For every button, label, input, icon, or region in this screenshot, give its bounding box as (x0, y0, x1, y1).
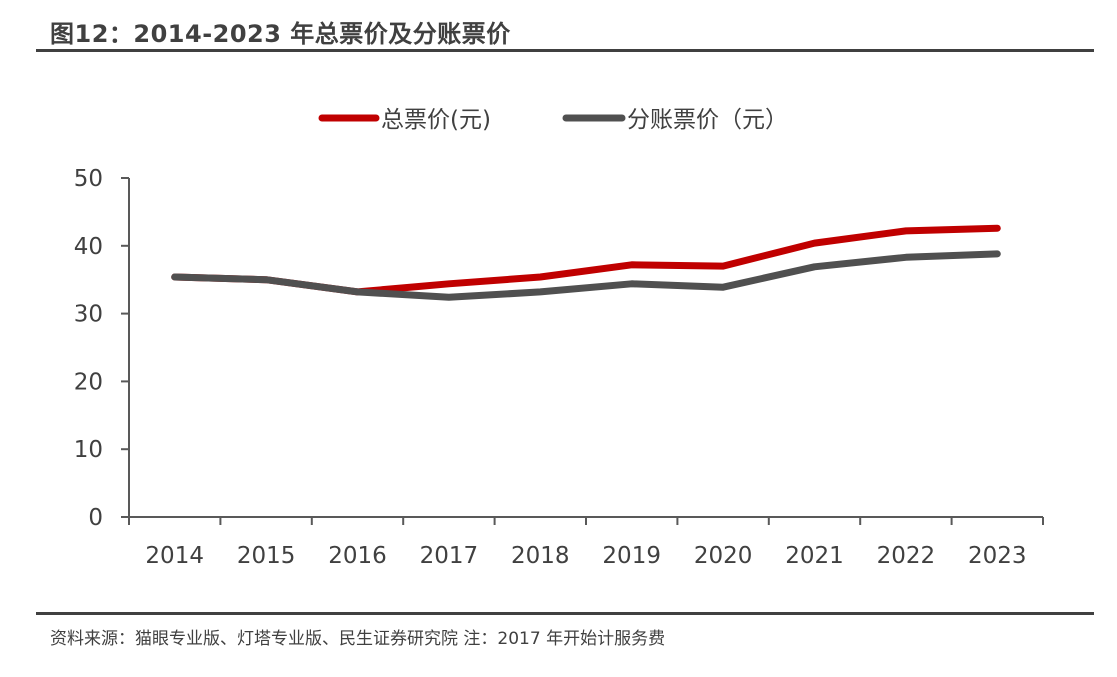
legend-label-total-price: 总票价(元) (381, 107, 491, 133)
source-note: 资料来源：猫眼专业版、灯塔专业版、民生证券研究院 注：2017 年开始计服务费 (50, 629, 666, 649)
y-tick-label: 30 (74, 302, 103, 328)
legend-label-split-price: 分账票价（元） (627, 107, 788, 133)
x-tick-label: 2014 (145, 543, 204, 569)
legend: 总票价(元) 分账票价（元） (318, 107, 788, 133)
x-tick-label: 2020 (694, 543, 753, 569)
y-tick-label: 50 (74, 166, 103, 192)
y-tick-label: 40 (74, 234, 103, 260)
footer-divider (36, 612, 1094, 615)
figure-title: 图12：2014-2023 年总票价及分账票价 (50, 20, 511, 48)
y-tick-label: 0 (88, 505, 103, 531)
title-divider (36, 49, 1094, 52)
x-tick-label: 2015 (237, 543, 296, 569)
x-tick-label: 2022 (877, 543, 936, 569)
axes: 0 10 20 30 40 50 2014 2015 2016 2017 2018 2019 2020 2… (74, 166, 1044, 569)
x-tick-label: 2019 (602, 543, 661, 569)
y-tick-label: 20 (74, 369, 103, 395)
series-line-split-price (171, 250, 1001, 301)
series-lines (171, 224, 1001, 301)
x-tick-label: 2017 (420, 543, 479, 569)
x-tick-label: 2021 (785, 543, 844, 569)
x-tick-label: 2018 (511, 543, 570, 569)
x-tick-label: 2016 (328, 543, 387, 569)
x-tick-label: 2023 (968, 543, 1027, 569)
y-tick-label: 10 (74, 437, 103, 463)
